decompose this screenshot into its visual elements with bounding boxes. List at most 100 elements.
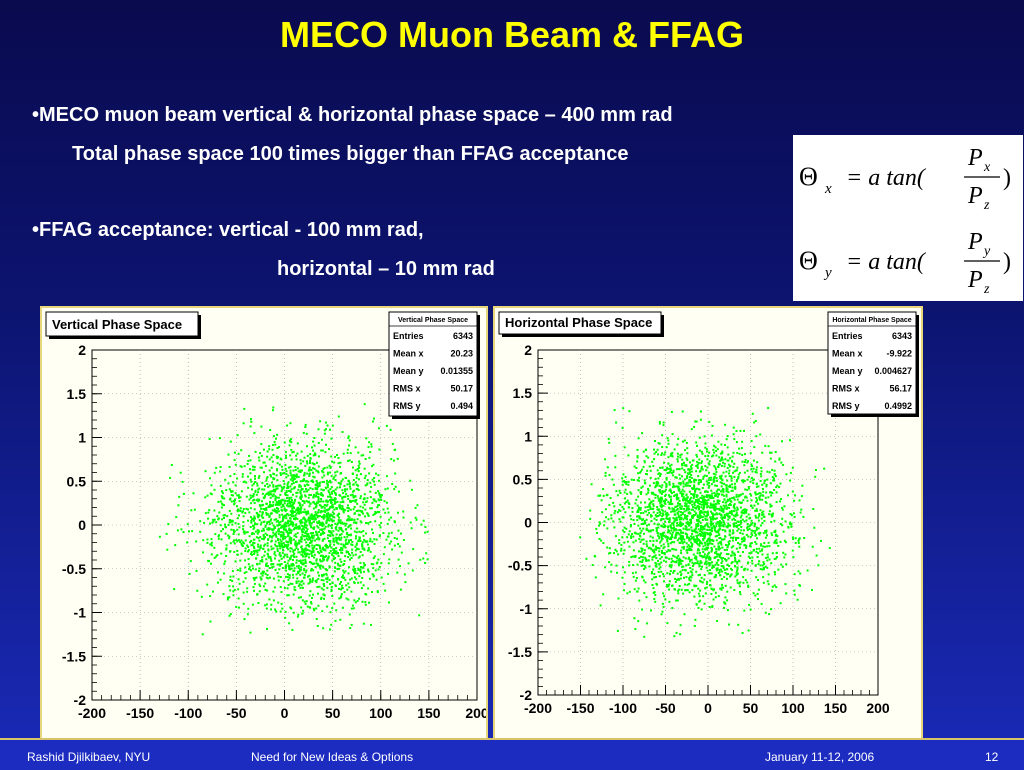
- data-point: [742, 582, 744, 584]
- data-point: [311, 581, 313, 583]
- data-point: [598, 525, 600, 527]
- data-point: [619, 504, 621, 506]
- data-point: [240, 465, 242, 467]
- data-point: [345, 543, 347, 545]
- data-point: [208, 560, 210, 562]
- data-point: [232, 594, 234, 596]
- data-point: [668, 601, 670, 603]
- data-point: [678, 529, 680, 531]
- data-point: [290, 472, 292, 474]
- data-point: [760, 475, 762, 477]
- data-point: [693, 536, 695, 538]
- data-point: [647, 488, 649, 490]
- data-point: [761, 484, 763, 486]
- data-point: [296, 526, 298, 528]
- data-point: [621, 536, 623, 538]
- data-point: [257, 491, 259, 493]
- data-point: [699, 450, 701, 452]
- data-point: [671, 411, 673, 413]
- data-point: [315, 518, 317, 520]
- data-point: [767, 556, 769, 558]
- data-point: [249, 468, 251, 470]
- data-point: [703, 476, 705, 478]
- data-point: [686, 447, 688, 449]
- data-point: [337, 563, 339, 565]
- data-point: [304, 601, 306, 603]
- data-point: [293, 612, 295, 614]
- data-point: [623, 589, 625, 591]
- data-point: [350, 591, 352, 593]
- data-point: [342, 607, 344, 609]
- data-point: [812, 546, 814, 548]
- stats-label: RMS x: [393, 384, 421, 394]
- stats-label: Mean y: [393, 366, 424, 376]
- data-point: [331, 486, 333, 488]
- data-point: [330, 456, 332, 458]
- data-point: [692, 460, 694, 462]
- data-point: [266, 478, 268, 480]
- data-point: [261, 538, 263, 540]
- data-point: [368, 515, 370, 517]
- data-point: [380, 516, 382, 518]
- data-point: [239, 541, 241, 543]
- data-point: [237, 569, 239, 571]
- data-point: [312, 569, 314, 571]
- data-point: [612, 521, 614, 523]
- data-point: [387, 488, 389, 490]
- data-point: [199, 520, 201, 522]
- data-point: [676, 517, 678, 519]
- data-point: [624, 571, 626, 573]
- data-point: [362, 601, 364, 603]
- data-point: [637, 449, 639, 451]
- data-point: [412, 570, 414, 572]
- data-point: [276, 434, 278, 436]
- data-point: [391, 532, 393, 534]
- data-point: [770, 482, 772, 484]
- data-point: [250, 632, 252, 634]
- data-point: [708, 485, 710, 487]
- data-point: [710, 539, 712, 541]
- y-tick-label: -1.5: [62, 648, 86, 664]
- data-point: [330, 525, 332, 527]
- data-point: [701, 555, 703, 557]
- data-point: [359, 463, 361, 465]
- data-point: [315, 485, 317, 487]
- data-point: [678, 490, 680, 492]
- data-point: [330, 466, 332, 468]
- data-point: [736, 452, 738, 454]
- data-point: [813, 527, 815, 529]
- data-point: [355, 578, 357, 580]
- data-point: [689, 579, 691, 581]
- data-point: [258, 457, 260, 459]
- data-point: [704, 574, 706, 576]
- data-point: [274, 495, 276, 497]
- data-point: [787, 494, 789, 496]
- data-point: [218, 534, 220, 536]
- data-point: [723, 472, 725, 474]
- data-point: [707, 482, 709, 484]
- data-point: [676, 557, 678, 559]
- data-point: [625, 476, 627, 478]
- data-point: [663, 422, 665, 424]
- data-point: [166, 549, 168, 551]
- data-point: [355, 481, 357, 483]
- data-point: [732, 466, 734, 468]
- data-point: [415, 507, 417, 509]
- data-point: [756, 548, 758, 550]
- data-point: [744, 472, 746, 474]
- data-point: [384, 512, 386, 514]
- data-point: [780, 483, 782, 485]
- data-point: [333, 520, 335, 522]
- data-point: [688, 473, 690, 475]
- data-point: [236, 529, 238, 531]
- data-point: [369, 491, 371, 493]
- data-point: [270, 560, 272, 562]
- data-point: [418, 614, 420, 616]
- data-point: [344, 560, 346, 562]
- data-point: [276, 507, 278, 509]
- data-point: [316, 480, 318, 482]
- data-point: [229, 510, 231, 512]
- data-point: [277, 539, 279, 541]
- data-point: [723, 505, 725, 507]
- data-point: [689, 559, 691, 561]
